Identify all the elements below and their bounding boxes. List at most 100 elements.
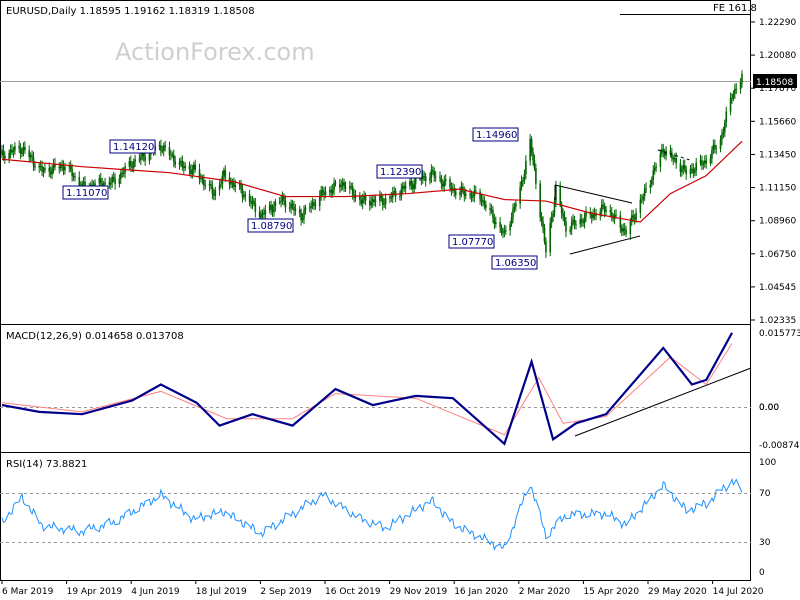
candle-body	[49, 171, 52, 175]
candle-body	[602, 204, 604, 207]
candle-body	[244, 194, 247, 197]
candle-body	[711, 149, 713, 159]
candle-body	[224, 170, 227, 178]
x-tick-label: 19 Apr 2019	[67, 587, 123, 597]
candle-body	[582, 221, 584, 224]
candle-body	[253, 200, 255, 204]
candle-body	[122, 172, 125, 174]
price-label-text: 1.06350	[495, 258, 536, 269]
price-y-tick-label: 1.15660	[759, 117, 796, 127]
candle-body	[294, 209, 297, 211]
candle-body	[250, 201, 252, 204]
candle-body	[505, 230, 507, 232]
candle-body	[659, 153, 662, 167]
candle-body	[693, 170, 696, 173]
candle-body	[630, 215, 633, 222]
candle-body	[213, 193, 215, 196]
candle-body	[218, 184, 221, 191]
candle-body	[542, 221, 544, 228]
candle-body	[32, 157, 35, 166]
candle-body	[410, 181, 413, 185]
candle-body	[160, 145, 162, 151]
x-tick-label: 29 Nov 2019	[390, 587, 448, 597]
candle-body	[24, 146, 26, 151]
candle-body	[31, 155, 33, 158]
candle-body	[535, 168, 537, 184]
candle-body	[580, 219, 583, 222]
candle-body	[669, 150, 672, 153]
candle-body	[443, 181, 446, 187]
candle-body	[629, 221, 632, 235]
candle-body	[270, 204, 272, 210]
candle-body	[725, 111, 728, 123]
candle-body	[8, 152, 10, 160]
price-y-tick-label: 1.20080	[759, 51, 796, 61]
macd-trendline	[574, 367, 752, 437]
candle-body	[702, 163, 705, 165]
candle-body	[22, 146, 25, 151]
candle-body	[344, 186, 347, 189]
candle-body	[233, 182, 235, 187]
candle-body	[545, 241, 547, 253]
candle-body	[509, 224, 511, 231]
candle-body	[440, 178, 443, 184]
candle-body	[182, 166, 185, 169]
candle-body	[188, 165, 191, 170]
candle-body	[274, 201, 277, 207]
candle-body	[482, 200, 484, 202]
candle-body	[645, 188, 647, 190]
candle-body	[444, 179, 447, 182]
candle-body	[579, 219, 582, 225]
candle-body	[39, 165, 42, 167]
candle-body	[389, 196, 391, 199]
candle-body	[128, 161, 131, 167]
x-tick-label: 18 Jul 2019	[196, 587, 247, 597]
candle-body	[281, 196, 284, 201]
price-label-text: 1.14120	[113, 142, 154, 153]
candle-body	[731, 98, 733, 100]
candle-body	[623, 228, 626, 230]
candle-body	[198, 169, 201, 179]
candle-body	[230, 182, 232, 185]
candle-body	[121, 172, 124, 174]
candle-body	[72, 176, 75, 178]
candle-body	[223, 170, 225, 176]
price-y-tick-label: 1.08960	[759, 217, 796, 227]
candle-body	[191, 169, 194, 174]
candle-body	[381, 198, 384, 205]
rsi-layer	[1, 478, 743, 551]
candle-body	[101, 183, 103, 188]
candle-body	[293, 206, 295, 211]
candle-body	[200, 178, 202, 180]
price-label-box	[491, 255, 538, 270]
candle-body	[512, 208, 514, 218]
candle-body	[248, 194, 251, 202]
candle-body	[371, 199, 374, 203]
candle-body	[350, 186, 353, 188]
candle-body	[184, 165, 187, 169]
candle-body	[34, 165, 36, 168]
candle-body	[170, 154, 172, 156]
candle-body	[572, 219, 574, 222]
candle-body	[308, 207, 311, 209]
candle-body	[434, 176, 437, 178]
candle-body	[513, 206, 516, 209]
candle-body	[525, 160, 527, 174]
candle-body	[333, 182, 335, 190]
candle-body	[695, 162, 697, 171]
candle-body	[562, 213, 564, 217]
candle-body	[523, 173, 526, 181]
candle-body	[520, 180, 523, 188]
candle-body	[284, 200, 287, 208]
candle-body	[600, 204, 603, 212]
candle-body	[340, 185, 343, 188]
candle-body	[625, 229, 627, 235]
candle-body	[361, 199, 364, 204]
candle-body	[413, 183, 416, 189]
candle-body	[633, 217, 636, 220]
candle-body	[741, 74, 743, 83]
candle-body	[203, 179, 205, 186]
price-y-tick-label: 1.11150	[759, 184, 796, 194]
candle-body	[283, 196, 285, 201]
candle-body	[323, 192, 325, 196]
